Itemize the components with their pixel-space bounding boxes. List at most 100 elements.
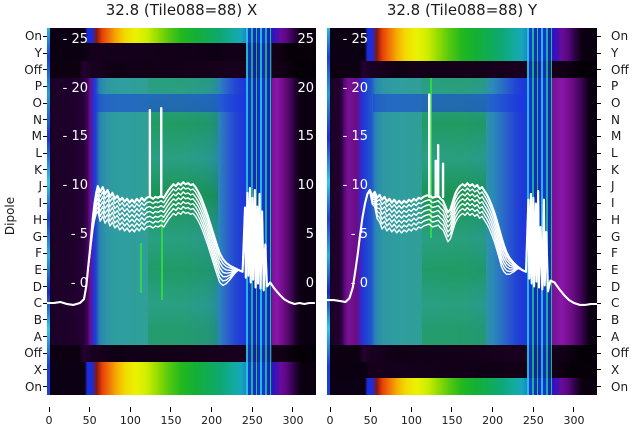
dipole-row-label-right: On [611,29,629,44]
power-scale-label-left: - 15 [62,129,88,145]
x-tick-label: 150 [160,414,182,427]
x-tick-mark [211,407,213,412]
row-tick-left [43,319,47,321]
dipole-row-label-left: P [34,79,42,94]
row-tick-right [597,302,601,304]
dipole-row-label-left: D [32,279,42,294]
row-tick-right [597,102,601,104]
dipole-row-label-right: K [611,162,619,177]
dipole-row-label-right: X [611,362,620,377]
x-tick-mark [410,407,412,412]
power-scale-label-left: - 20 [62,80,88,96]
x-tick-mark [451,407,453,412]
green-channel-line [140,243,142,293]
row-tick-right [597,69,601,71]
row-tick-left [43,169,47,171]
power-scale-label-left: - 25 [342,32,368,47]
x-tick-label: 50 [363,414,378,427]
dipole-row-label-right: J [611,179,615,194]
x-tick-mark [492,407,494,412]
dipole-row-label-left: Y [34,46,42,61]
row-tick-right [597,369,601,371]
dipole-row-label-right: C [611,296,620,311]
row-tick-right [597,336,601,338]
dipole-row-label-right: I [611,196,615,211]
row-tick-right [597,219,601,221]
dipole-row-label-left: B [33,312,42,327]
dipole-row-label-left: G [32,229,42,244]
row-tick-right [597,319,601,321]
row-tick-left [43,52,47,54]
x-tick-label: 0 [326,414,334,427]
power-scale-label-left: - 25 [62,32,88,47]
x-tick-label: 250 [241,414,263,427]
row-tick-right [597,85,601,87]
bandpass-line [327,187,597,306]
power-scale-label-left: - 20 [342,80,368,96]
row-tick-right [597,169,601,171]
dipole-row-label-left: On [24,379,42,394]
left-edge-channel [47,28,50,395]
x-tick-mark [573,407,575,412]
x-tick-mark [251,407,253,412]
dipole-row-label-right: F [611,246,618,261]
bandpass-curves-y [327,93,597,306]
dipole-row-label-right: M [611,129,622,144]
power-scale-label-left: - 5 [70,226,88,242]
power-scale-label-left: - 0 [350,275,368,291]
power-scale-label-right: 5 [305,226,314,242]
dipole-row-label-right: Y [611,46,619,61]
dipole-row-label-right: P [611,79,619,94]
x-tick-mark [170,407,172,412]
dipole-sweep-block [47,78,316,345]
left-edge-channel [327,28,330,395]
dipole-row-label-left: On [24,29,42,44]
dipole-row-label-right: N [611,112,620,127]
x-tick-label: 100 [119,414,141,427]
power-scale-label-right: 10 [297,178,314,194]
row-tick-left [43,152,47,154]
heatmap-plot-x [47,28,316,395]
dipole-row-label-left: J [38,179,42,194]
power-scale-label-right: 25 [297,32,314,47]
row-tick-right [597,269,601,271]
x-tick-mark [532,407,534,412]
dipole-row-label-left: H [32,212,42,227]
dipole-row-label-right: Off [611,346,629,361]
power-scale-label-left: - 10 [342,178,368,194]
dipole-row-label-left: E [34,262,42,277]
plot-title-y: 32.8 (Tile088=88) Y [386,1,538,19]
x-tick-label: 200 [201,414,223,427]
x-tick-mark [48,407,50,412]
dipole-row-label-right: G [611,229,621,244]
bandpass-line [327,182,597,306]
dipole-row-label-left: Off [24,346,42,361]
row-tick-right [597,352,601,354]
row-tick-left [43,69,47,71]
row-tick-right [597,386,601,388]
row-tick-left [43,352,47,354]
dipole-row-label-right: Off [611,62,629,77]
x-tick-label: 0 [45,414,53,427]
row-tick-right [597,185,601,187]
row-tick-left [43,35,47,37]
dipole-row-label-left: C [33,296,42,311]
row-tick-left [43,336,47,338]
row-tick-right [597,202,601,204]
row-tick-right [597,52,601,54]
x-tick-label: 300 [282,414,304,427]
x-tick-label: 50 [82,414,97,427]
row-tick-left [43,386,47,388]
power-scale-label-right: 15 [297,129,314,145]
dipole-row-label-right: On [611,379,629,394]
dipole-row-label-right: L [611,146,618,161]
heatmap-plot-y [327,28,597,395]
row-tick-left [43,185,47,187]
x-tick-label: 300 [563,414,585,427]
x-tick-label: 200 [482,414,504,427]
x-tick-mark [370,407,372,412]
row-tick-left [43,135,47,137]
bandpass-line [47,181,316,306]
row-tick-left [43,119,47,121]
